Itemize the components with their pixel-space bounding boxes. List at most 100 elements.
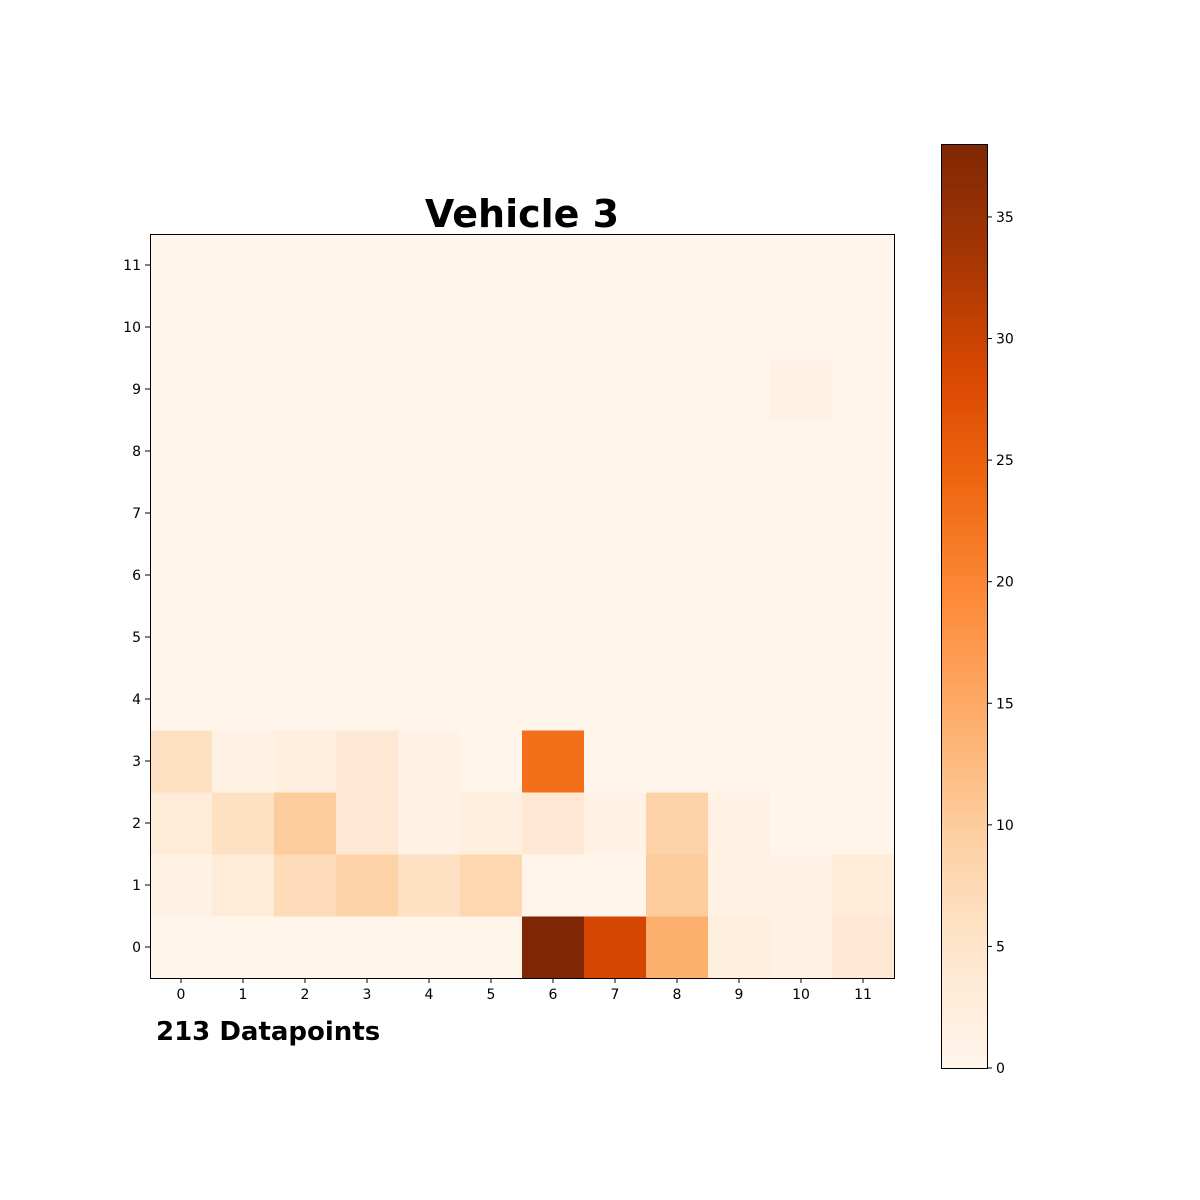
heatmap-cell	[212, 854, 275, 917]
heatmap-cell	[708, 668, 771, 731]
heatmap-cell	[150, 234, 213, 297]
heatmap-cell	[274, 482, 337, 545]
heatmap-cell	[274, 544, 337, 607]
heatmap-cell	[398, 792, 461, 855]
heatmap-cell	[336, 606, 399, 669]
heatmap-cell	[460, 234, 523, 297]
heatmap-cell	[274, 296, 337, 359]
heatmap-cell	[336, 420, 399, 483]
heatmap-cell	[708, 854, 771, 917]
heatmap-cell	[274, 916, 337, 979]
heatmap-cell	[212, 730, 275, 793]
heatmap-cell	[770, 420, 833, 483]
heatmap-cell	[832, 916, 895, 979]
x-axis: 0 1 2 3 4 5 6 7 8 9 10 11	[177, 978, 872, 1003]
colorbar-axis: 0 5 10 15 20 25 30 35	[987, 210, 1014, 1077]
y-tick-label: 7	[132, 506, 141, 522]
heatmap-cell	[522, 854, 585, 917]
heatmap-cell	[832, 358, 895, 421]
heatmap-cell	[770, 544, 833, 607]
colorbar-tick-label: 20	[996, 575, 1014, 591]
heatmap-cell	[770, 606, 833, 669]
y-tick-label: 3	[132, 754, 141, 770]
heatmap-cell	[584, 296, 647, 359]
heatmap-cell	[832, 420, 895, 483]
heatmap-cell	[398, 854, 461, 917]
colorbar	[941, 144, 988, 1069]
heatmap-cell	[522, 606, 585, 669]
x-tick-label: 5	[487, 987, 496, 1003]
heatmap-cell	[398, 358, 461, 421]
colorbar-tick-label: 30	[996, 332, 1014, 348]
heatmap-cell	[708, 420, 771, 483]
x-tick-label: 0	[177, 987, 186, 1003]
heatmap-cell	[150, 420, 213, 483]
heatmap-cell	[336, 668, 399, 731]
plot-frame	[150, 234, 895, 979]
heatmap-cell	[398, 730, 461, 793]
heatmap-cell	[708, 358, 771, 421]
heatmap-cell	[770, 482, 833, 545]
heatmap-cell	[460, 792, 523, 855]
x-tick-label: 1	[239, 987, 248, 1003]
colorbar-tick-label: 25	[996, 453, 1014, 469]
heatmap-cell	[150, 296, 213, 359]
colorbar-tick-label: 15	[996, 696, 1014, 712]
heatmap-cell	[336, 544, 399, 607]
heatmap-cell	[460, 854, 523, 917]
heatmap-cell	[150, 358, 213, 421]
heatmap-cell	[398, 420, 461, 483]
x-tick-label: 10	[792, 987, 810, 1003]
heatmap-cell	[150, 730, 213, 793]
y-tick-label: 8	[132, 444, 141, 460]
y-tick-label: 4	[132, 692, 141, 708]
heatmap-cell	[274, 234, 337, 297]
x-tick-label: 7	[611, 987, 620, 1003]
heatmap-cell	[584, 916, 647, 979]
heatmap-cell	[832, 730, 895, 793]
heatmap-cell	[336, 730, 399, 793]
heatmap-cell	[212, 544, 275, 607]
heatmap-cell	[770, 668, 833, 731]
heatmap-cell	[336, 792, 399, 855]
heatmap-cell	[212, 792, 275, 855]
heatmap-cell	[150, 916, 213, 979]
heatmap-cell	[150, 544, 213, 607]
heatmap-cell	[832, 544, 895, 607]
heatmap-cell	[584, 730, 647, 793]
heatmap-cell	[832, 296, 895, 359]
heatmap-cell	[708, 544, 771, 607]
heatmap-cell	[522, 296, 585, 359]
heatmap-cell	[584, 482, 647, 545]
heatmap-cell	[770, 296, 833, 359]
heatmap-cell	[212, 916, 275, 979]
heatmap-cell	[708, 730, 771, 793]
heatmap-cell	[522, 544, 585, 607]
y-axis: 0 1 2 3 4 5 6 7 8 9 10 11	[123, 258, 150, 956]
heatmap-cell	[770, 916, 833, 979]
heatmap-cell	[460, 420, 523, 483]
heatmap-cell	[832, 482, 895, 545]
heatmap-cell	[522, 792, 585, 855]
colorbar-tick-label: 10	[996, 818, 1014, 834]
heatmap-cell	[336, 234, 399, 297]
y-tick-label: 11	[123, 258, 141, 274]
heatmap-cell	[708, 916, 771, 979]
heatmap-cell	[770, 730, 833, 793]
heatmap-cell	[832, 792, 895, 855]
heatmap-cell	[584, 420, 647, 483]
heatmap-cell	[646, 482, 709, 545]
heatmap-cell	[460, 482, 523, 545]
heatmap-cell	[398, 482, 461, 545]
heatmap-cell	[212, 234, 275, 297]
heatmap-cell	[646, 358, 709, 421]
heatmap-cell	[150, 606, 213, 669]
heatmap-cell	[336, 296, 399, 359]
x-tick-label: 9	[735, 987, 744, 1003]
heatmap-cell	[336, 854, 399, 917]
heatmap-cell	[770, 792, 833, 855]
datapoints-count: 213 Datapoints	[156, 1017, 380, 1047]
heatmap-cell	[584, 606, 647, 669]
heatmap-cell	[460, 730, 523, 793]
heatmap-cell	[584, 792, 647, 855]
